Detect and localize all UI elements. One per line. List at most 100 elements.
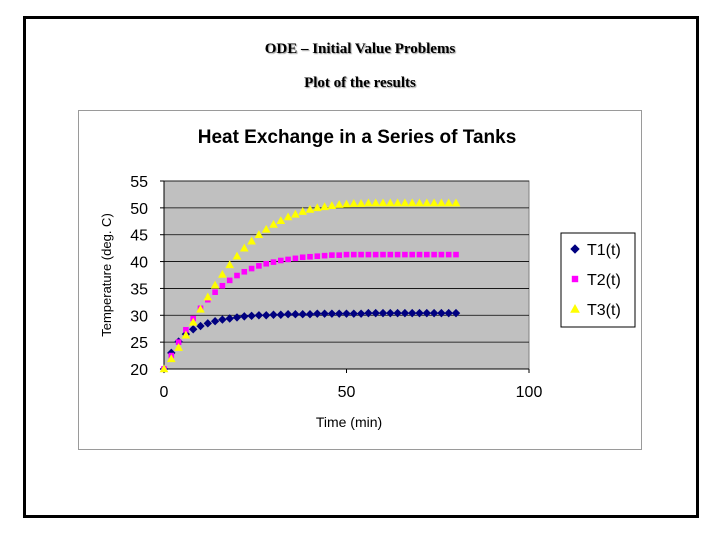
- data-point-t1t: [444, 308, 453, 318]
- data-point-t2t: [380, 251, 386, 258]
- data-point-t3t: [269, 219, 278, 228]
- data-point-t2t: [336, 252, 342, 258]
- data-point-t3t: [181, 330, 191, 339]
- data-point-t3t: [393, 198, 402, 207]
- data-point-t3t: [422, 198, 432, 207]
- data-point-t3t: [254, 230, 264, 239]
- data-point-t2t: [299, 254, 306, 261]
- data-point-t3t: [371, 198, 381, 207]
- data-point-t3t: [400, 198, 410, 207]
- data-point-t2t: [307, 253, 313, 260]
- data-point-t1t: [356, 309, 366, 318]
- data-point-t1t: [422, 308, 432, 318]
- legend-marker: [570, 244, 580, 254]
- data-point-t1t: [232, 313, 242, 322]
- data-point-t3t: [261, 224, 271, 233]
- data-point-t3t: [174, 342, 183, 351]
- data-point-t3t: [320, 202, 329, 211]
- data-point-t2t: [372, 251, 379, 258]
- data-point-t3t: [166, 354, 176, 363]
- data-point-t1t: [349, 309, 359, 318]
- data-point-t3t: [159, 364, 169, 373]
- data-point-t2t: [453, 251, 459, 258]
- data-point-t1t: [269, 310, 278, 319]
- data-point-t1t: [393, 308, 402, 318]
- legend-marker: [570, 303, 580, 313]
- y-tick-label: 40: [130, 255, 148, 272]
- data-point-t1t: [334, 309, 344, 318]
- data-point-t2t: [387, 251, 394, 258]
- y-tick-label: 55: [130, 174, 148, 191]
- legend-label: T1(t): [587, 242, 621, 259]
- data-point-t3t: [364, 198, 373, 207]
- data-point-t1t: [407, 308, 417, 318]
- data-point-t3t: [356, 199, 366, 207]
- data-point-t3t: [276, 216, 286, 225]
- data-point-t3t: [203, 292, 213, 301]
- data-point-t1t: [415, 308, 424, 318]
- data-point-t1t: [203, 319, 213, 328]
- data-point-t2t: [292, 255, 299, 262]
- data-point-t3t: [407, 198, 417, 207]
- y-tick-label: 30: [130, 308, 148, 325]
- data-point-t2t: [278, 257, 284, 264]
- data-point-t3t: [327, 201, 337, 210]
- x-tick-label: 0: [160, 384, 169, 401]
- data-point-t1t: [240, 312, 249, 321]
- data-point-t2t: [263, 260, 269, 267]
- data-point-t3t: [291, 209, 300, 218]
- data-point-t2t: [175, 339, 182, 345]
- data-point-t3t: [232, 251, 242, 260]
- data-point-t3t: [218, 269, 227, 278]
- data-point-t3t: [312, 203, 322, 212]
- data-point-t2t: [234, 272, 240, 279]
- data-point-t3t: [415, 198, 424, 207]
- data-point-t3t: [342, 199, 351, 208]
- data-point-t2t: [226, 277, 233, 284]
- y-tick-label: 35: [130, 281, 148, 298]
- data-point-t2t: [183, 326, 189, 333]
- legend-marker: [571, 275, 579, 283]
- data-point-t2t: [409, 251, 415, 258]
- data-point-t1t: [437, 308, 446, 318]
- data-point-t3t: [196, 304, 205, 313]
- data-point-t3t: [225, 260, 235, 269]
- data-point-t2t: [314, 253, 321, 259]
- data-point-t3t: [451, 198, 461, 207]
- data-point-t1t: [386, 308, 395, 318]
- data-point-t1t: [247, 311, 256, 321]
- data-point-t1t: [254, 311, 264, 320]
- data-point-t2t: [219, 282, 226, 289]
- y-tick-label: 25: [130, 335, 148, 352]
- data-point-t1t: [451, 308, 461, 318]
- data-point-t1t: [429, 308, 439, 318]
- data-point-t2t: [256, 263, 262, 269]
- data-point-t2t: [365, 251, 372, 258]
- y-tick-label: 20: [130, 362, 148, 379]
- data-point-t2t: [285, 256, 291, 263]
- data-point-t3t: [437, 198, 446, 207]
- y-tick-label: 50: [130, 201, 148, 218]
- data-point-t2t: [431, 251, 437, 258]
- data-point-t3t: [247, 236, 256, 245]
- x-tick-label: 50: [338, 384, 356, 401]
- data-point-t2t: [212, 289, 218, 295]
- data-point-t1t: [298, 310, 307, 319]
- data-point-t3t: [239, 243, 249, 252]
- data-point-t1t: [371, 308, 380, 318]
- chart-area: Heat Exchange in a Series of Tanks 20 25 30…: [78, 110, 642, 450]
- data-point-t3t: [378, 198, 388, 207]
- data-point-t1t: [225, 314, 234, 323]
- y-tick-label: 45: [130, 228, 148, 245]
- data-point-t2t: [424, 251, 430, 258]
- legend-label: T3(t): [587, 302, 621, 319]
- data-point-t1t: [320, 309, 329, 318]
- data-point-t2t: [438, 251, 445, 258]
- data-point-t1t: [313, 309, 322, 318]
- chart-title: Heat Exchange in a Series of Tanks: [198, 127, 517, 148]
- data-point-t2t: [402, 251, 408, 258]
- slide-title: ODE – Initial Value Problems: [264, 41, 456, 57]
- data-point-t1t: [327, 309, 337, 318]
- data-point-t2t: [394, 251, 401, 258]
- data-point-t1t: [188, 325, 198, 334]
